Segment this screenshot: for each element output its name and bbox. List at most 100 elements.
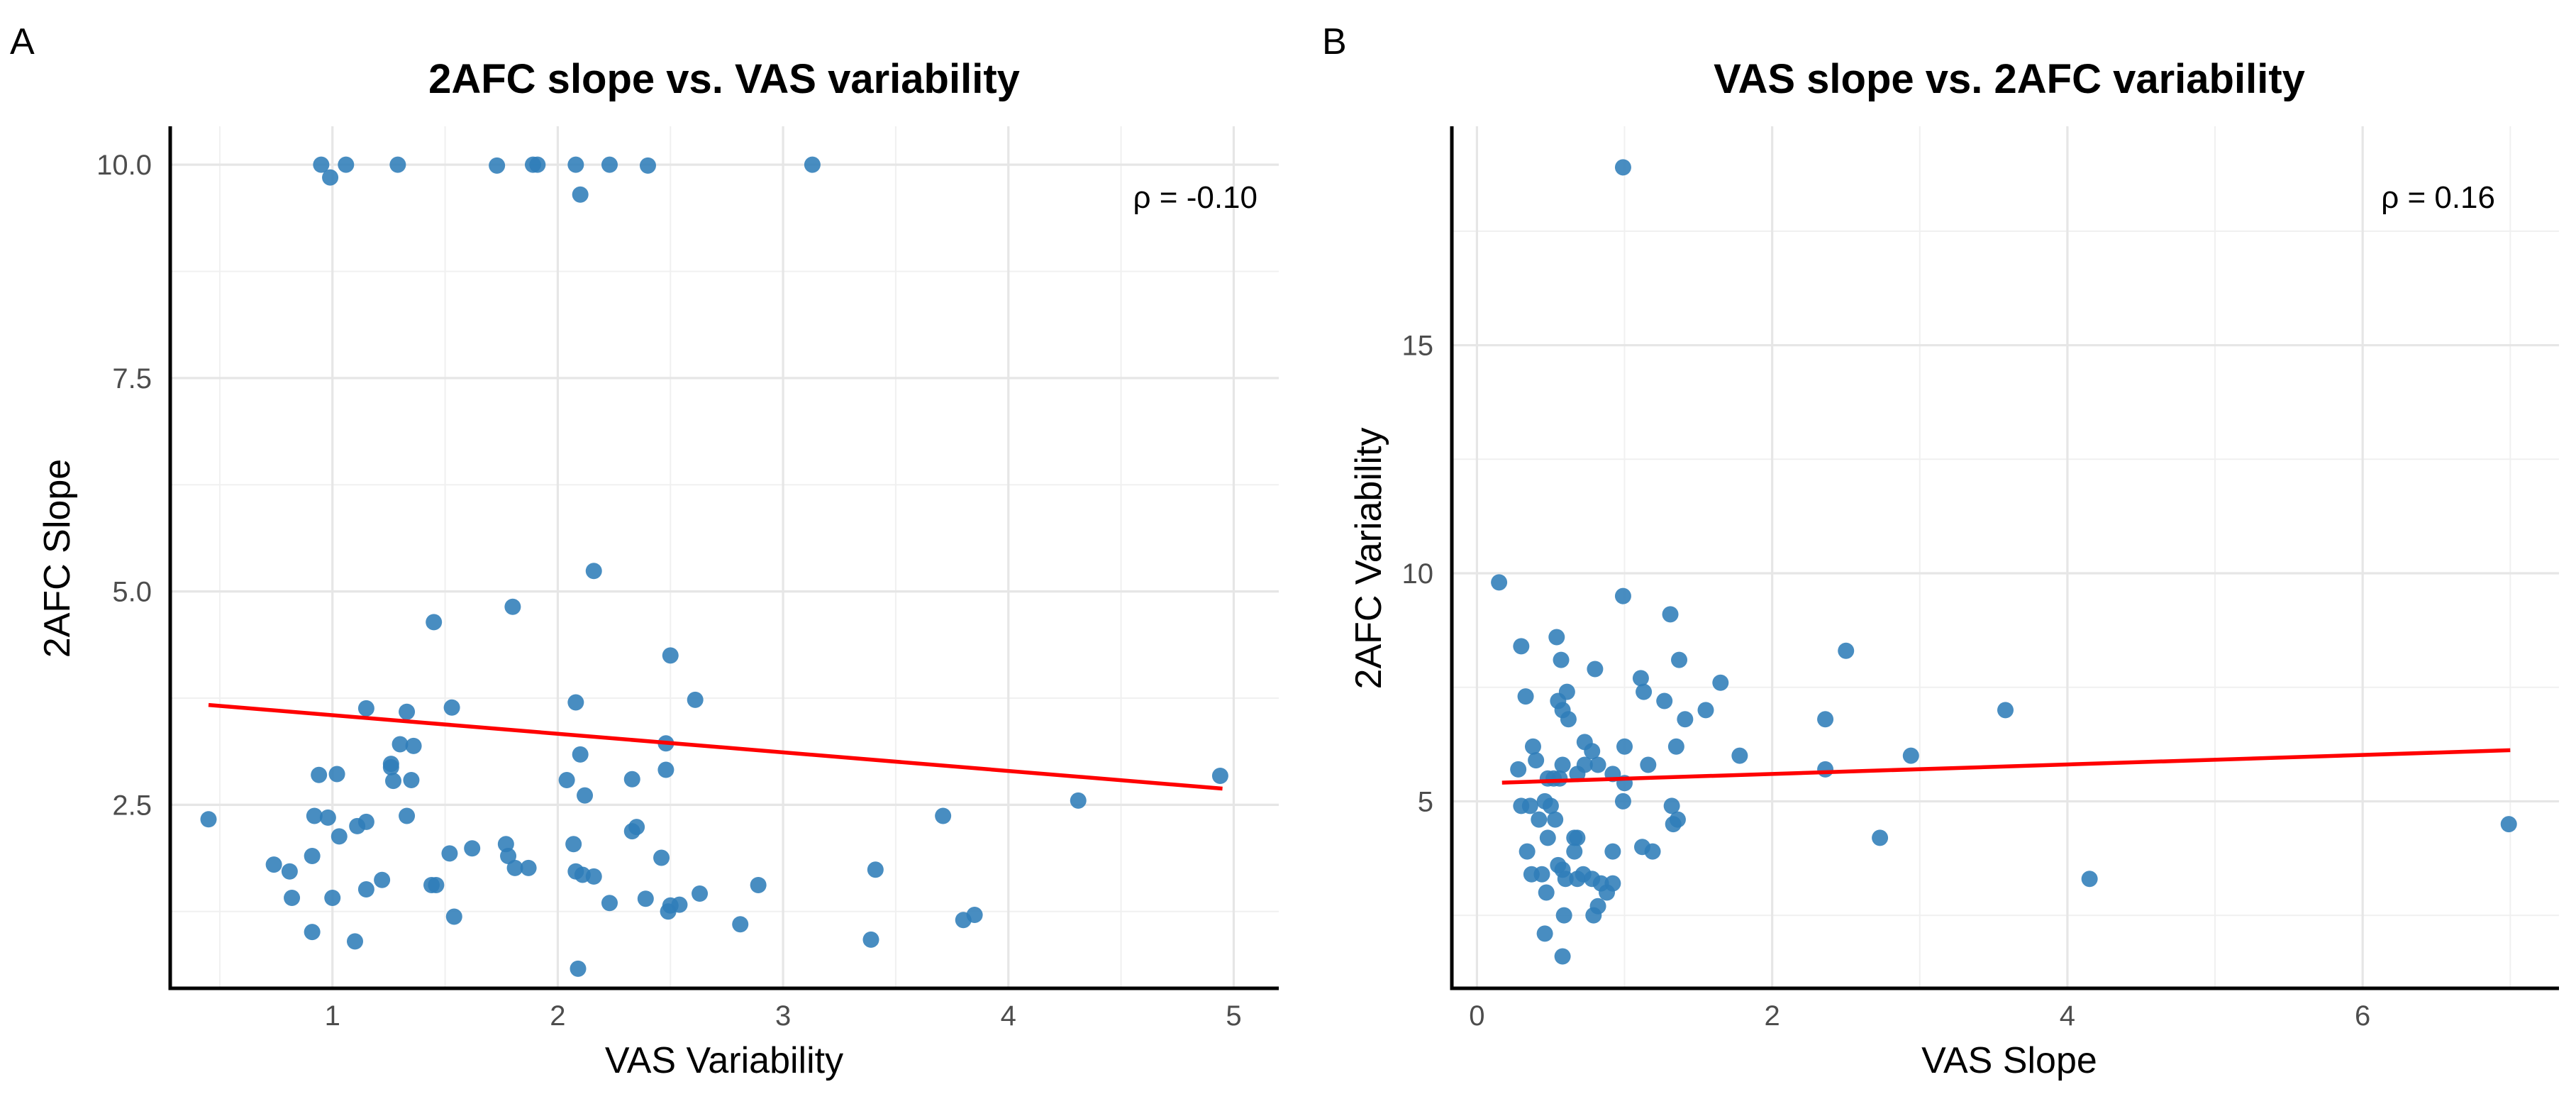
panel-b-data-point (1667, 738, 1684, 755)
panel-b-data-point (1585, 907, 1602, 924)
panel-a-data-point (399, 703, 416, 720)
panel-b-x-tick-label: 2 (1765, 1000, 1780, 1032)
panel-b-x-tick-label: 0 (1469, 1000, 1484, 1032)
panel-b-data-point (1510, 761, 1527, 778)
panel-a-title: 2AFC slope vs. VAS variability (428, 56, 1020, 102)
panel-a-data-point (955, 912, 972, 929)
panel-b-data-point (1902, 747, 1919, 764)
panel-b-data-point (1587, 661, 1604, 678)
panel-b-data-point (1663, 797, 1680, 814)
panel-b-data-point (1671, 651, 1688, 668)
panel-a-data-point (1070, 792, 1087, 809)
panel-a-data-point (804, 156, 821, 173)
panel-a-data-point (399, 807, 416, 824)
panel-a-data-point (265, 856, 282, 873)
panel-b-data-point (1555, 907, 1572, 924)
panel-a-data-point (319, 809, 336, 826)
panel-a-data-point (281, 863, 298, 880)
panel-b-points (1491, 159, 2517, 965)
panel-b-data-point (1997, 702, 2014, 719)
panel-a-y-tick-label: 10.0 (96, 150, 152, 181)
panel-a-data-point (357, 700, 374, 717)
panel-b-ticks: 0 2 4 6 5 10 15 (1402, 331, 2371, 1032)
panel-b-data-point (1616, 738, 1633, 755)
panel-b-y-tick-label: 5 (1418, 786, 1433, 817)
panel-a-data-point (506, 859, 523, 876)
panel-b-data-point (1524, 738, 1541, 755)
panel-a-fit (208, 702, 1223, 791)
panel-a-data-point (585, 563, 602, 580)
panel-a-data-point (200, 811, 217, 828)
panel-a-data-point (572, 186, 589, 203)
panel-a-data-point (389, 156, 406, 173)
panel-b-data-point (1632, 670, 1649, 687)
panel-a-regression-line (208, 702, 1223, 791)
panel-a-data-point (405, 737, 422, 754)
panel-b-data-point (1599, 884, 1616, 901)
panel-a-data-point (657, 761, 674, 778)
panel-a-data-point (426, 614, 443, 631)
panel-a-data-point (750, 876, 767, 893)
panel-b-data-point (1539, 829, 1556, 846)
panel-b-data-point (1566, 829, 1583, 846)
panel-b-y-axis-label: 2AFC Variability (1348, 428, 1389, 690)
panel-b-letter: B (1322, 21, 1347, 62)
panel-a-data-point (623, 823, 640, 840)
panel-a-data-point (324, 889, 341, 906)
panel-a-data-point (935, 807, 952, 824)
panel-b-data-point (1614, 587, 1631, 604)
panel-b-x-tick-label: 4 (2060, 1000, 2075, 1032)
panel-a-data-point (639, 157, 656, 174)
panel-a-data-point (311, 766, 328, 783)
panel-a-data-point (328, 766, 345, 783)
panel-b-data-point (1517, 688, 1534, 705)
panel-a-grid (170, 126, 1279, 988)
panel-b-data-point (1712, 674, 1729, 691)
panel-a-data-point (687, 691, 704, 708)
panel-b-axes (1450, 126, 2559, 990)
panel-b-grid (1452, 126, 2559, 988)
panel-a-data-point (304, 848, 321, 865)
panel-a-letter: A (10, 21, 35, 62)
panel-a-data-point (338, 156, 355, 173)
panel-b-data-point (2081, 871, 2098, 888)
panel-b-data-point (1662, 606, 1679, 623)
panel-b-data-point (1553, 651, 1570, 668)
panel-b-data-point (1554, 756, 1571, 773)
panel-a-data-point (441, 845, 458, 862)
panel-b-data-point (1569, 766, 1586, 783)
panel-a-data-point (500, 848, 517, 865)
panel-b-data-point (1536, 925, 1553, 942)
panel-b-data-point (1614, 159, 1631, 176)
panel-a-data-point (601, 156, 618, 173)
panel-b-data-point (1872, 829, 1889, 846)
panel-b-data-point (1531, 811, 1548, 828)
panel-a-data-point (662, 647, 679, 664)
panel-a-data-point (570, 960, 587, 977)
panel-a-data-point (349, 817, 366, 834)
panel-b-data-point (1519, 843, 1536, 860)
panel-b-fit (1501, 748, 2511, 785)
panel-b-data-point (1528, 752, 1545, 769)
panel-a-data-point (403, 771, 420, 788)
panel-b-data-point (1589, 756, 1606, 773)
panel-a-x-tick-label: 4 (1001, 1000, 1016, 1032)
panel-a: A 2AFC slope vs. VAS variability 1 2 3 4 5 2.… (10, 21, 1279, 1081)
panel-a-data-point (313, 156, 330, 173)
panel-a-data-point (567, 156, 584, 173)
panel-a-data-point (565, 836, 582, 853)
panel-b-data-point (1551, 770, 1568, 787)
panel-a-data-point (374, 871, 391, 888)
panel-a-data-point (732, 916, 749, 933)
panel-b-title: VAS slope vs. 2AFC variability (1714, 56, 2305, 102)
panel-b-data-point (1636, 683, 1653, 700)
panel-a-data-point (443, 699, 460, 716)
panel-a-data-point (284, 889, 301, 906)
panel-a-data-point (347, 933, 363, 950)
panel-a-data-point (660, 903, 677, 920)
panel-a-data-point (601, 895, 618, 912)
panel-b-data-point (1548, 629, 1565, 646)
panel-b-x-axis-label: VAS Slope (1921, 1040, 2097, 1081)
panel-b: B VAS slope vs. 2AFC variability 0 2 4 6 5 10… (1322, 21, 2559, 1081)
